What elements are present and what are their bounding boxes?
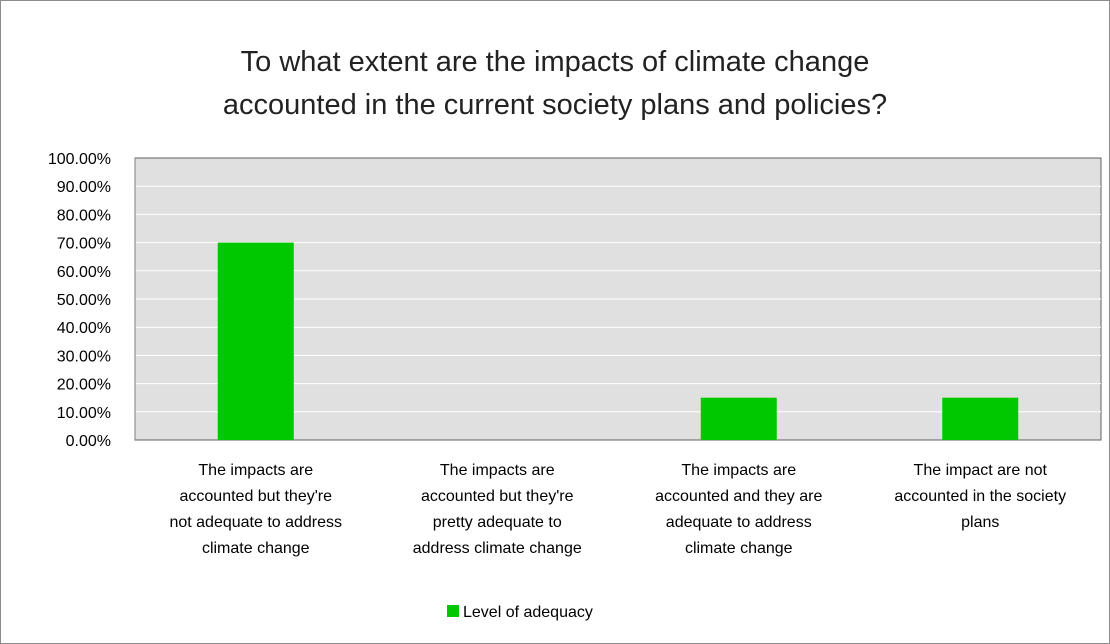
y-tick-label: 20.00% bbox=[57, 377, 111, 394]
chart-title-line: accounted in the current society plans a… bbox=[223, 89, 887, 121]
y-axis-ticks: 0.00% 10.00% 20.00% 30.00% 40.00% 50.00% 60.00… bbox=[48, 151, 111, 450]
y-tick-label: 70.00% bbox=[57, 236, 111, 253]
chart-title: To what extent are the impacts of climat… bbox=[223, 46, 887, 121]
y-tick-label: 60.00% bbox=[57, 264, 111, 281]
legend: Level of adequacy bbox=[447, 604, 593, 621]
x-axis-categories: The impacts are accounted but they're not … bbox=[169, 462, 1066, 557]
y-tick-label: 90.00% bbox=[57, 179, 111, 196]
x-category-label: The impacts are bbox=[198, 462, 313, 479]
x-category-label: climate change bbox=[202, 540, 310, 557]
y-tick-label: 100.00% bbox=[48, 151, 111, 168]
legend-label: Level of adequacy bbox=[463, 604, 593, 621]
x-category-label: climate change bbox=[685, 540, 793, 557]
x-category-label: The impact are not bbox=[914, 462, 1048, 479]
y-tick-label: 10.00% bbox=[57, 405, 111, 422]
x-category-label: not adequate to address bbox=[169, 514, 342, 531]
gridlines bbox=[134, 158, 1101, 440]
x-category-label: accounted but they're bbox=[180, 488, 333, 505]
chart-title-line: To what extent are the impacts of climat… bbox=[241, 46, 870, 78]
bar-3 bbox=[700, 397, 777, 440]
x-category-label: accounted but they're bbox=[421, 488, 574, 505]
y-tick-label: 30.00% bbox=[57, 348, 111, 365]
bars bbox=[217, 242, 1019, 440]
x-category-label: address climate change bbox=[413, 540, 582, 557]
bar-4 bbox=[942, 397, 1019, 440]
x-category-label: adequate to address bbox=[666, 514, 812, 531]
x-category-label: The impacts are bbox=[440, 462, 555, 479]
legend-swatch-level-of-adequacy bbox=[447, 605, 459, 617]
x-category-label: accounted and they are bbox=[655, 488, 822, 505]
y-tick-label: 0.00% bbox=[66, 433, 111, 450]
x-category-label: The impacts are bbox=[681, 462, 796, 479]
y-tick-label: 40.00% bbox=[57, 320, 111, 337]
y-tick-label: 50.00% bbox=[57, 292, 111, 309]
x-category-label: plans bbox=[961, 514, 999, 531]
bar-1 bbox=[217, 242, 294, 440]
x-category-label: pretty adequate to bbox=[433, 514, 562, 531]
y-tick-label: 80.00% bbox=[57, 207, 111, 224]
x-category-label: accounted in the society bbox=[894, 488, 1066, 505]
